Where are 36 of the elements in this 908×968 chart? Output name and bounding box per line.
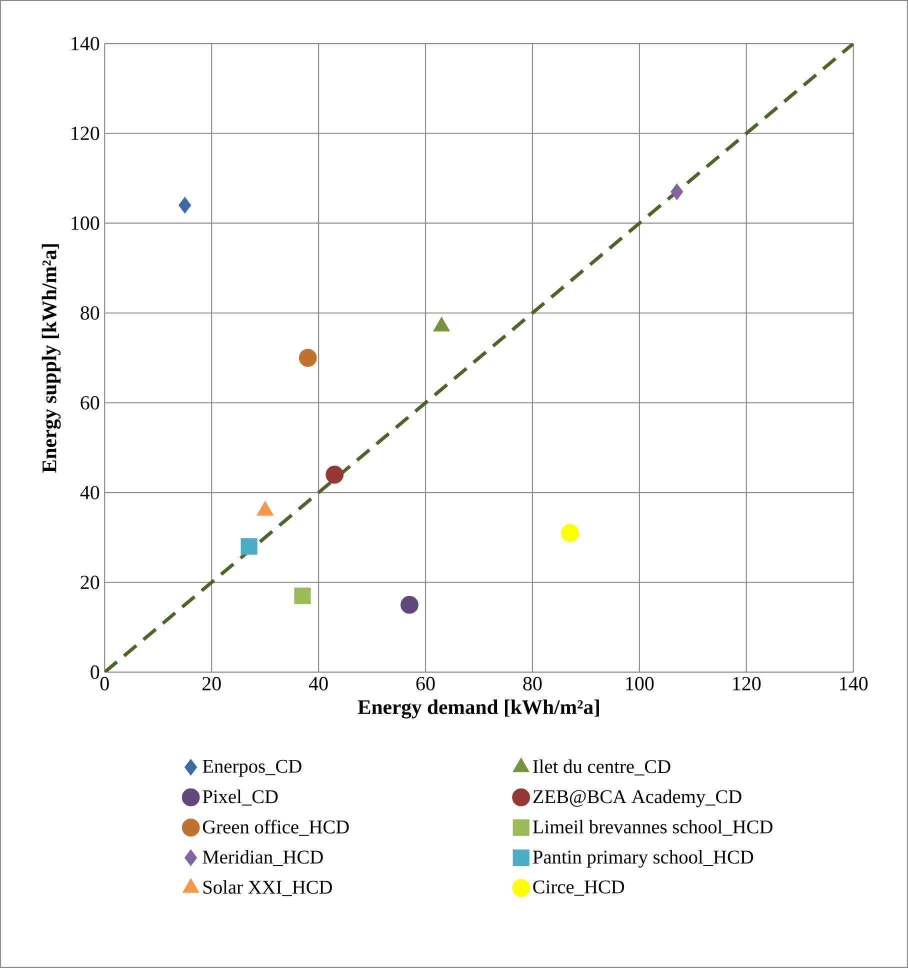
legend-label: ZEB@BCA Academy_CD (533, 790, 742, 808)
x-tick-label: 0 (100, 676, 109, 690)
point (326, 466, 344, 484)
point (298, 348, 317, 367)
x-axis-title: Energy demand [kWh/m²a] (358, 700, 599, 718)
x-tick-label: 140 (840, 676, 868, 690)
y-axis-title: Energy supply [kWh/m²a] (42, 244, 61, 473)
x-tick-label: 120 (733, 676, 761, 690)
point (670, 183, 684, 200)
point (178, 196, 192, 214)
x-tick-label: 40 (308, 676, 328, 690)
y-tick-label: 20 (80, 576, 100, 590)
y-tick-label: 60 (80, 396, 100, 410)
x-tick-label: 80 (523, 676, 542, 690)
legend-label: Enerpos_CD (202, 760, 302, 777)
legend-label: Pantin primary school_HCD (533, 850, 754, 868)
legend-label: Solar XXI_HCD (203, 880, 332, 896)
legend-label: Green office_HCD (202, 820, 349, 836)
point (240, 538, 258, 555)
point (400, 596, 418, 614)
y-tick-label: 120 (72, 126, 100, 140)
legend-label: Pixel_CD (202, 790, 278, 806)
legend-label: Limeil brevannes school_HCD (533, 820, 772, 836)
y-tick-label: 0 (90, 665, 100, 679)
point (560, 524, 579, 542)
y-tick-label: 80 (80, 306, 100, 320)
legend-label: Circe_HCD (533, 880, 624, 896)
legend-label: Ilet du centre_CD (533, 759, 670, 776)
legend-label: Meridian_HCD (202, 850, 323, 866)
point (294, 588, 311, 604)
x-tick-label: 100 (626, 676, 654, 690)
x-tick-label: 20 (202, 676, 221, 690)
x-tick-label: 60 (416, 676, 435, 690)
y-tick-label: 100 (72, 216, 100, 230)
y-tick-label: 140 (72, 36, 100, 50)
y-tick-label: 40 (80, 486, 100, 500)
